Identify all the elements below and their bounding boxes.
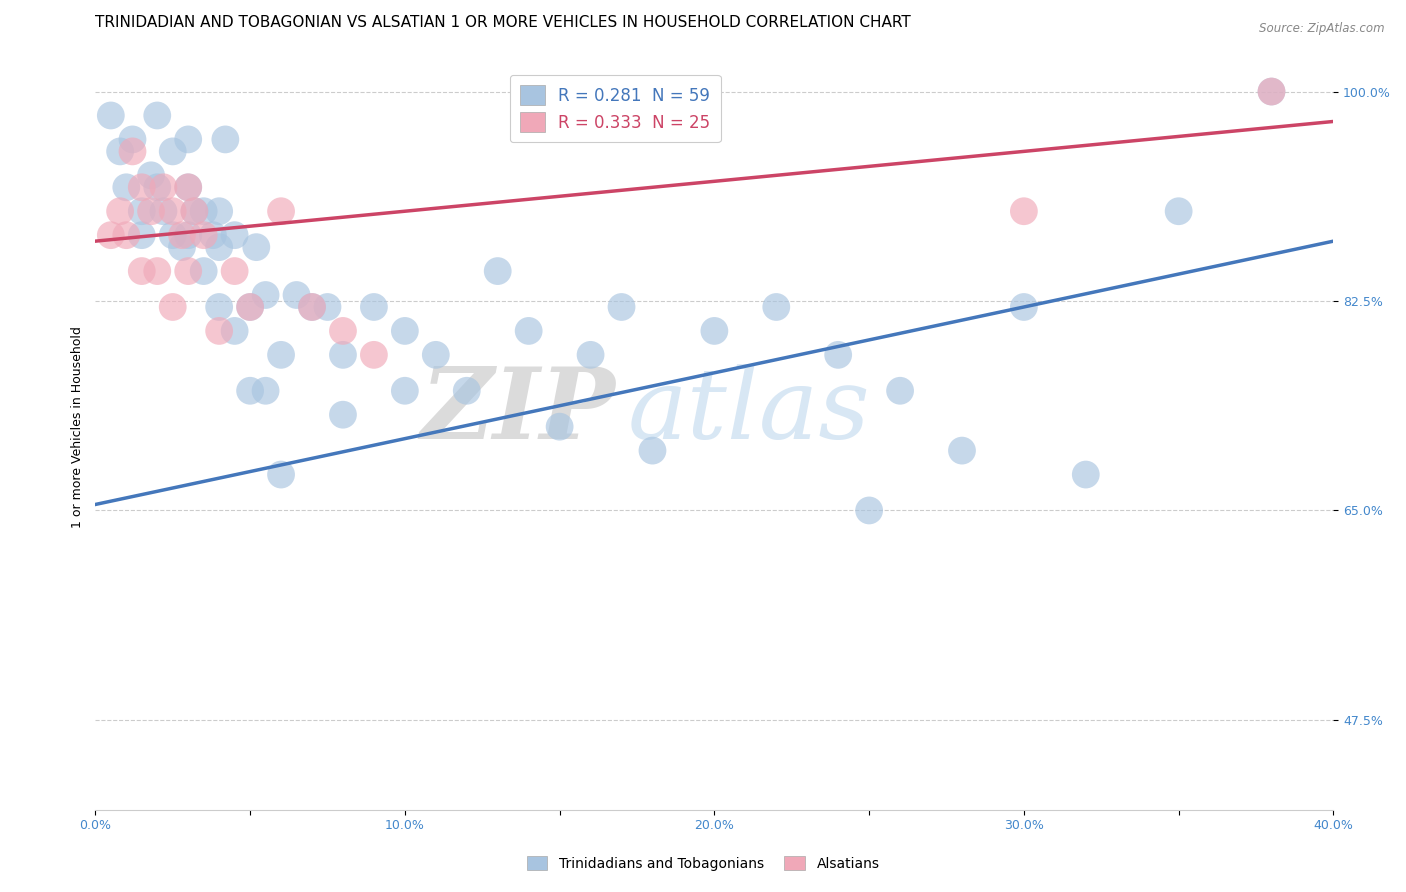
Point [486, 264, 509, 278]
Point [224, 324, 246, 338]
Point [183, 204, 205, 219]
Point [162, 300, 184, 314]
Point [245, 240, 267, 254]
Text: atlas: atlas [627, 364, 870, 459]
Point [146, 180, 169, 194]
Point [224, 228, 246, 243]
Text: Source: ZipAtlas.com: Source: ZipAtlas.com [1260, 22, 1385, 36]
Point [1012, 300, 1035, 314]
Point [239, 300, 262, 314]
Point [177, 264, 200, 278]
Point [208, 240, 231, 254]
Point [703, 324, 725, 338]
Point [1260, 85, 1282, 99]
Point [270, 348, 292, 362]
Point [394, 324, 416, 338]
Point [239, 384, 262, 398]
Point [270, 204, 292, 219]
Point [193, 228, 215, 243]
Point [100, 228, 122, 243]
Point [146, 264, 169, 278]
Point [224, 264, 246, 278]
Point [162, 145, 184, 159]
Point [889, 384, 911, 398]
Point [254, 288, 277, 302]
Point [332, 324, 354, 338]
Point [177, 132, 200, 146]
Point [208, 300, 231, 314]
Legend: Trinidadians and Tobagonians, Alsatians: Trinidadians and Tobagonians, Alsatians [522, 850, 884, 876]
Point [193, 204, 215, 219]
Point [950, 443, 973, 458]
Point [193, 264, 215, 278]
Point [162, 228, 184, 243]
Point [115, 180, 138, 194]
Point [214, 132, 236, 146]
Point [858, 503, 880, 517]
Point [1074, 467, 1097, 482]
Point [177, 228, 200, 243]
Point [285, 288, 308, 302]
Point [177, 180, 200, 194]
Point [131, 204, 153, 219]
Point [177, 180, 200, 194]
Point [301, 300, 323, 314]
Point [208, 204, 231, 219]
Point [208, 324, 231, 338]
Point [456, 384, 478, 398]
Point [139, 169, 162, 183]
Point [108, 204, 131, 219]
Point [641, 443, 664, 458]
Point [183, 204, 205, 219]
Point [146, 108, 169, 122]
Point [254, 384, 277, 398]
Point [239, 300, 262, 314]
Text: ZIP: ZIP [420, 363, 616, 459]
Point [131, 180, 153, 194]
Point [152, 204, 174, 219]
Text: TRINIDADIAN AND TOBAGONIAN VS ALSATIAN 1 OR MORE VEHICLES IN HOUSEHOLD CORRELATI: TRINIDADIAN AND TOBAGONIAN VS ALSATIAN 1… [96, 15, 911, 30]
Legend: R = 0.281  N = 59, R = 0.333  N = 25: R = 0.281 N = 59, R = 0.333 N = 25 [510, 75, 720, 143]
Point [425, 348, 447, 362]
Point [201, 228, 224, 243]
Point [139, 204, 162, 219]
Point [579, 348, 602, 362]
Point [131, 228, 153, 243]
Point [517, 324, 540, 338]
Point [1167, 204, 1189, 219]
Y-axis label: 1 or more Vehicles in Household: 1 or more Vehicles in Household [72, 326, 84, 527]
Point [363, 300, 385, 314]
Point [1012, 204, 1035, 219]
Point [115, 228, 138, 243]
Point [1260, 85, 1282, 99]
Point [765, 300, 787, 314]
Point [152, 180, 174, 194]
Point [170, 228, 193, 243]
Point [332, 408, 354, 422]
Point [121, 145, 143, 159]
Point [363, 348, 385, 362]
Point [270, 467, 292, 482]
Point [170, 240, 193, 254]
Point [548, 419, 571, 434]
Point [316, 300, 339, 314]
Point [827, 348, 849, 362]
Point [301, 300, 323, 314]
Point [394, 384, 416, 398]
Point [332, 348, 354, 362]
Point [162, 204, 184, 219]
Point [100, 108, 122, 122]
Point [610, 300, 633, 314]
Point [108, 145, 131, 159]
Point [131, 264, 153, 278]
Point [121, 132, 143, 146]
